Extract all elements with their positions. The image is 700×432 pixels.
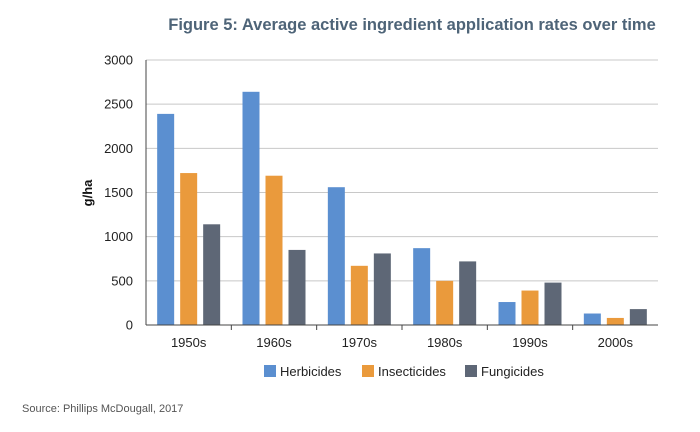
y-tick-label: 500 [111,273,133,288]
bar-fungicides-1990s [544,282,562,325]
bar-herbicides-1980s [413,248,431,325]
bar-herbicides-2000s [583,313,601,325]
y-axis: 0 500 1000 1500 2000 2500 3000 [104,53,147,333]
bar-insecticides-1960s [265,175,283,325]
bar-herbicides-1950s [157,113,175,325]
bar-insecticides-1990s [521,290,539,325]
chart-title: Figure 5: Average active ingredient appl… [168,16,656,34]
source-note: Source: Phillips McDougall, 2017 [22,403,183,415]
bar-herbicides-1960s [242,91,260,325]
bar-fungicides-1970s [373,253,391,325]
x-tick-label: 1980s [427,335,463,350]
legend-swatch-fungicides [465,365,477,377]
bar-herbicides-1990s [498,302,516,325]
y-tick-label: 1000 [104,229,133,244]
bar-fungicides-2000s [629,309,647,325]
legend-label-insecticides: Insecticides [378,364,446,379]
gridlines [146,59,658,282]
bar-insecticides-1950s [180,173,198,325]
y-axis-label: g/ha [80,179,95,206]
bar-insecticides-1970s [350,265,368,325]
legend-label-herbicides: Herbicides [280,364,342,379]
legend: Herbicides Insecticides Fungicides [264,364,544,379]
bar-fungicides-1960s [288,249,306,325]
y-tick-label: 3000 [104,53,133,68]
x-tick-label: 1960s [256,335,292,350]
bar-insecticides-2000s [606,317,624,325]
x-tick-label: 1990s [512,335,548,350]
bar-herbicides-1970s [327,187,345,325]
legend-swatch-insecticides [362,365,374,377]
bar-insecticides-1980s [436,280,454,325]
y-tick-label: 2500 [104,97,133,112]
bar-fungicides-1980s [459,261,477,325]
y-tick-label: 1500 [104,185,133,200]
x-axis: 1950s 1960s 1970s 1980s 1990s 2000s [146,324,658,350]
y-tick-label: 2000 [104,141,133,156]
x-tick-label: 1950s [171,335,207,350]
y-tick-label: 0 [126,318,133,333]
x-tick-label: 2000s [598,335,634,350]
bar-fungicides-1950s [203,224,221,325]
legend-swatch-herbicides [264,365,276,377]
bars [157,91,647,325]
legend-label-fungicides: Fungicides [481,364,544,379]
x-tick-label: 1970s [342,335,378,350]
